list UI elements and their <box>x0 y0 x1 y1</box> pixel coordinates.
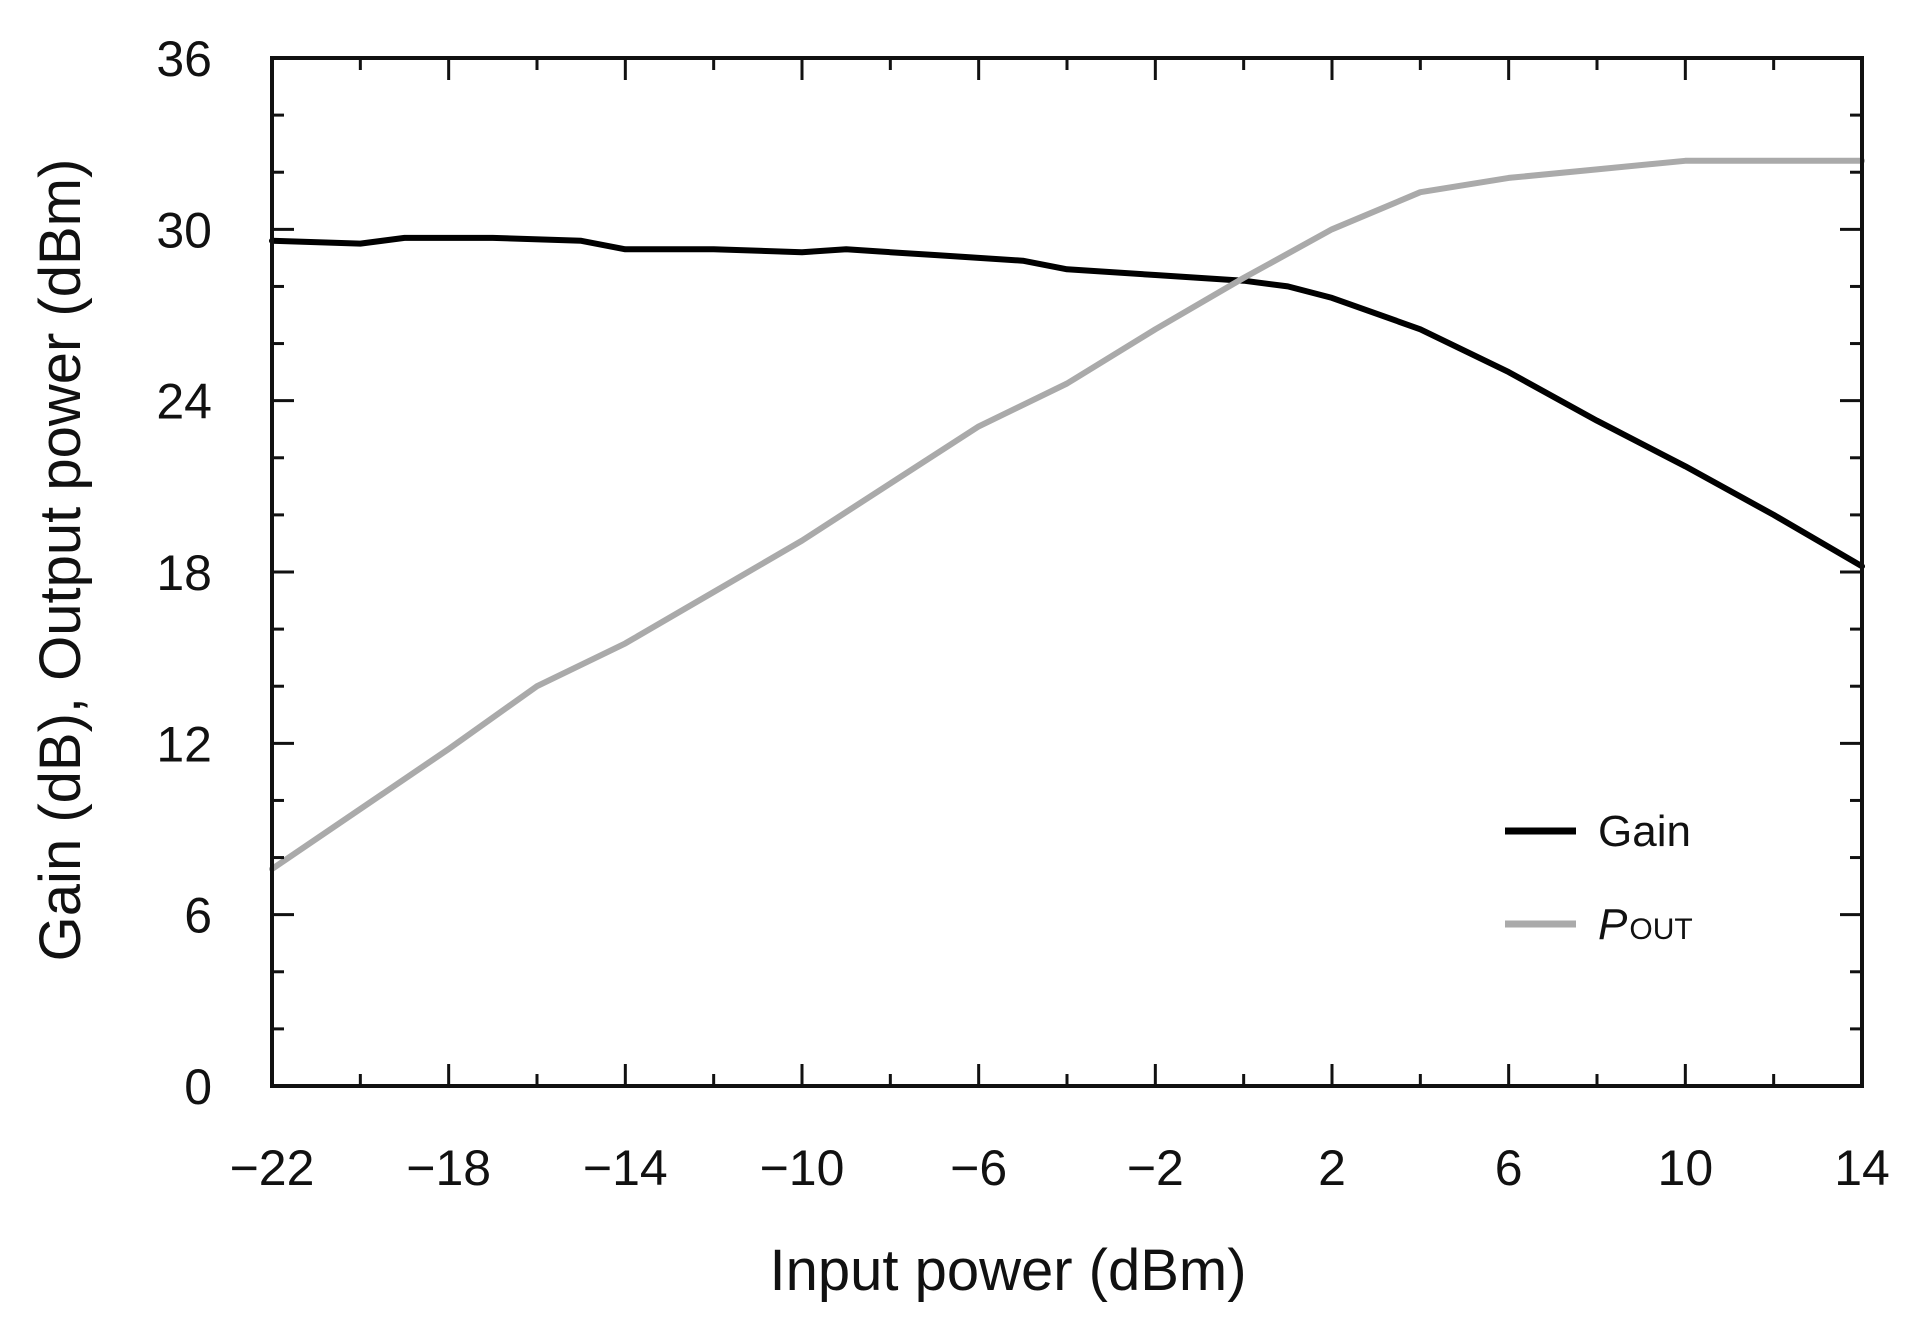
legend-pout-label: POUT <box>1598 900 1693 949</box>
y-tick-label: 12 <box>156 716 212 772</box>
legend-pout-subscript: OUT <box>1629 913 1692 946</box>
x-tick-label: 10 <box>1658 1140 1714 1196</box>
x-tick-label: −2 <box>1127 1140 1184 1196</box>
y-tick-label: 6 <box>184 888 212 944</box>
x-tick-label: −18 <box>406 1140 491 1196</box>
label-layer: Input power (dBm) Gain (dB), Output powe… <box>28 31 1890 1303</box>
x-tick-label: 14 <box>1834 1140 1890 1196</box>
y-tick-label: 0 <box>184 1059 212 1115</box>
pout-line <box>269 157 1865 872</box>
gain-line <box>269 234 1865 570</box>
series-layer <box>269 157 1865 872</box>
x-tick-label: 2 <box>1318 1140 1346 1196</box>
legend: Gain POUT <box>1505 807 1693 949</box>
y-tick-label: 30 <box>156 202 212 258</box>
x-tick-label: −6 <box>950 1140 1007 1196</box>
axes-layer <box>270 56 1864 1088</box>
x-axis-title: Input power (dBm) <box>769 1238 1246 1303</box>
legend-gain-label: Gain <box>1598 807 1691 856</box>
legend-pout-main: P <box>1598 900 1628 949</box>
x-tick-label: −14 <box>583 1140 668 1196</box>
x-tick-label: −10 <box>760 1140 845 1196</box>
y-tick-label: 36 <box>156 31 212 87</box>
x-tick-label: −22 <box>230 1140 315 1196</box>
y-axis-title: Gain (dB), Output power (dBm) <box>28 159 93 962</box>
y-tick-label: 18 <box>156 545 212 601</box>
y-tick-label: 24 <box>156 374 212 430</box>
x-tick-label: 6 <box>1495 1140 1523 1196</box>
